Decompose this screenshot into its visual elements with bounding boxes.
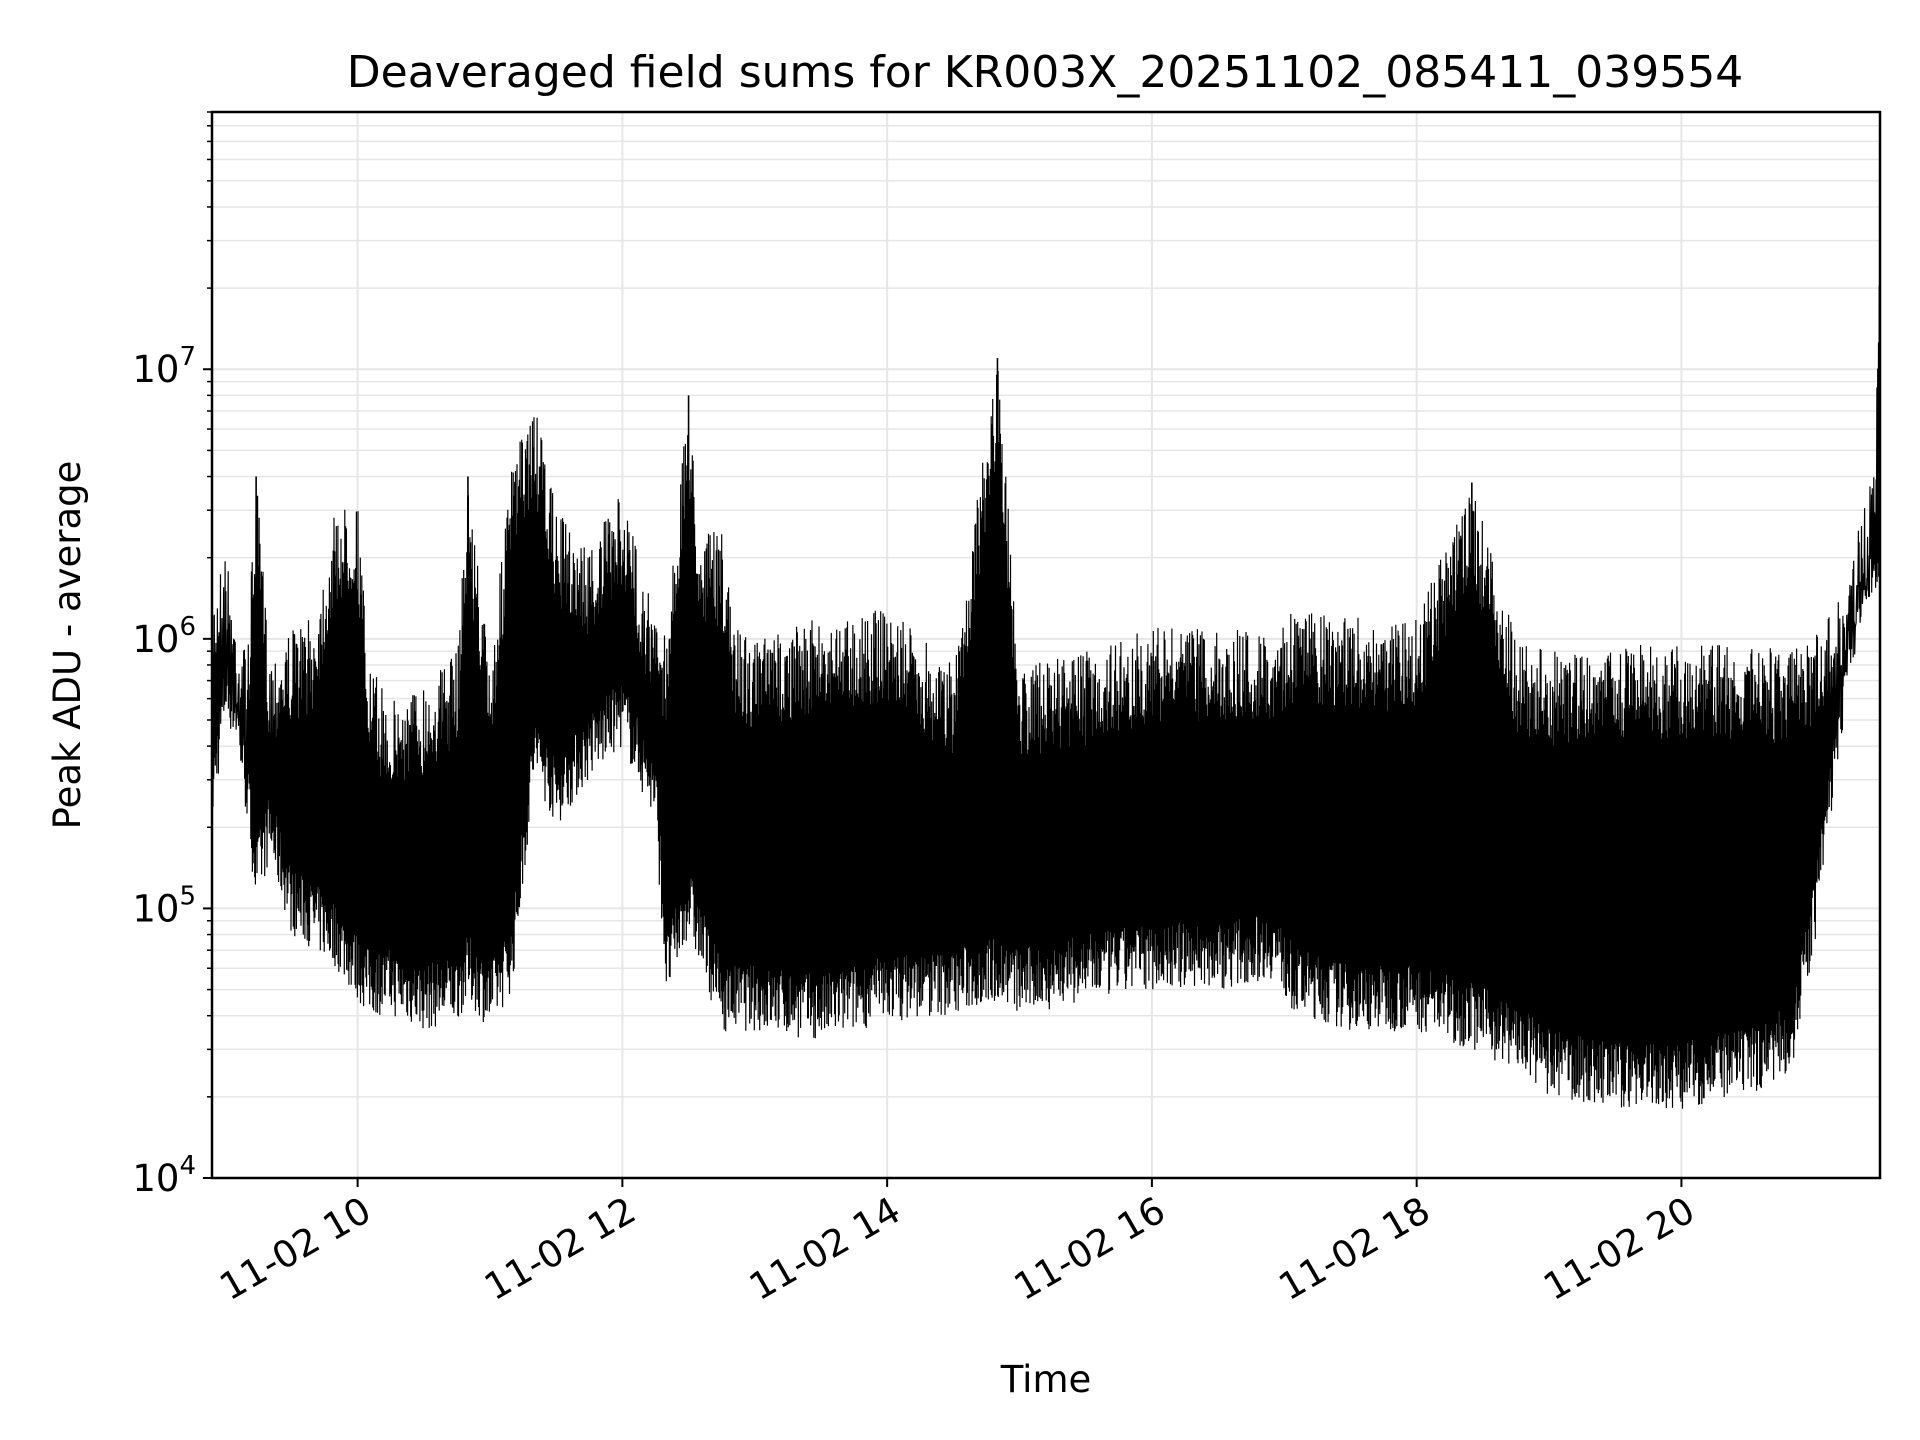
y-axis-ticks: 104 105 106 107 xyxy=(132,111,212,1200)
y-tick-label: 105 xyxy=(132,881,196,930)
y-tick-label: 106 xyxy=(132,612,196,661)
x-tick-label: 11-02 16 xyxy=(1007,1189,1173,1309)
y-axis-label: Peak ADU - average xyxy=(46,461,89,830)
x-axis-label: Time xyxy=(1000,1358,1092,1401)
data-line xyxy=(211,228,1881,1109)
chart-title: Deaveraged field sums for KR003X_2025110… xyxy=(347,47,1743,98)
y-tick-label: 104 xyxy=(132,1151,196,1200)
x-tick-label: 11-02 14 xyxy=(742,1189,908,1309)
x-tick-label: 11-02 20 xyxy=(1536,1189,1702,1309)
y-tick-label: 107 xyxy=(132,342,196,391)
x-tick-label: 11-02 18 xyxy=(1272,1189,1438,1309)
x-tick-label: 11-02 12 xyxy=(477,1189,643,1309)
x-axis-ticks: 11-02 10 11-02 12 11-02 14 11-02 16 11-02 18… xyxy=(213,1178,1702,1309)
series xyxy=(211,228,1881,1109)
x-tick-label: 11-02 10 xyxy=(213,1189,379,1309)
plot-frame xyxy=(210,110,1882,1180)
